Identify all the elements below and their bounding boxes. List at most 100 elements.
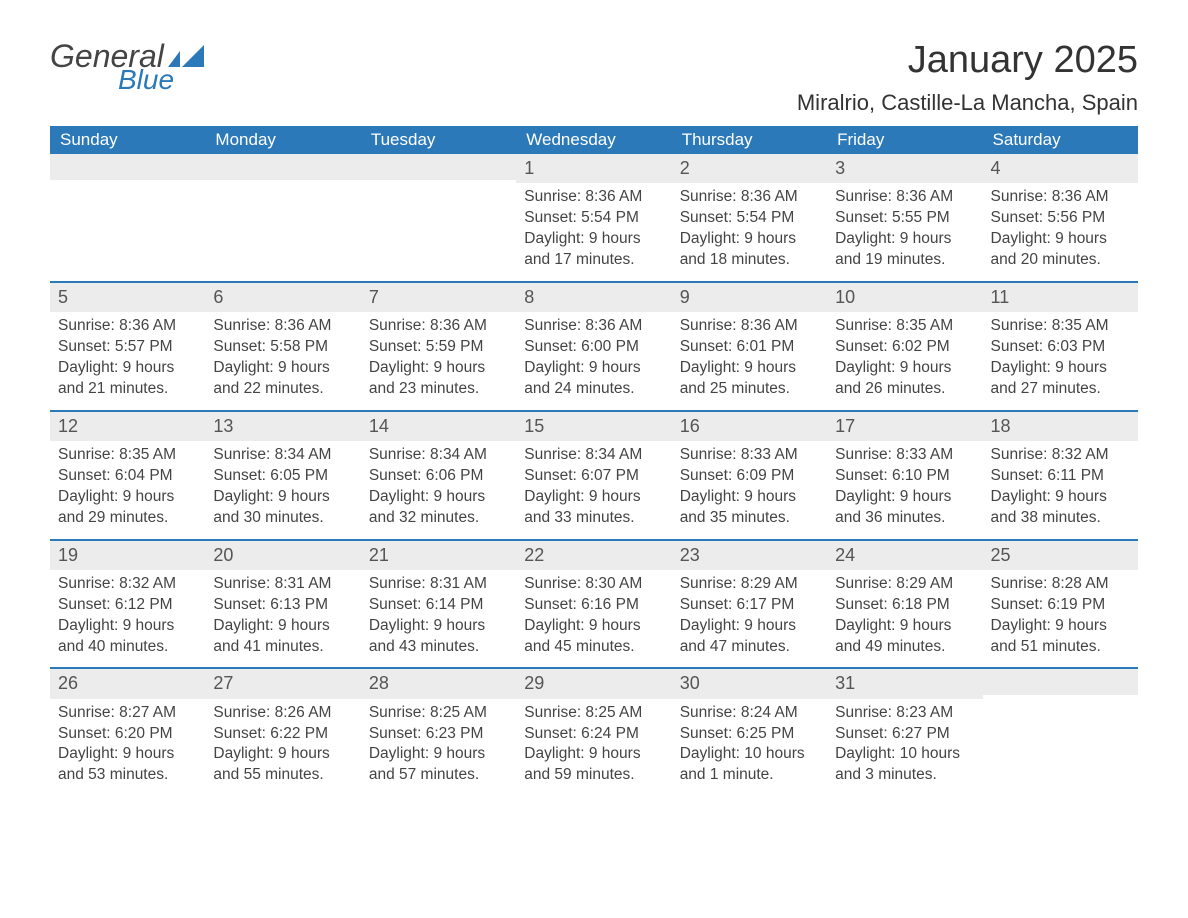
calendar-day-cell: 13Sunrise: 8:34 AMSunset: 6:05 PMDayligh…	[205, 411, 360, 540]
daylight-line-1: Daylight: 9 hours	[991, 358, 1130, 379]
daylight-line-1: Daylight: 9 hours	[369, 744, 508, 765]
calendar-week-row: 26Sunrise: 8:27 AMSunset: 6:20 PMDayligh…	[50, 668, 1138, 796]
calendar-day-cell: 31Sunrise: 8:23 AMSunset: 6:27 PMDayligh…	[827, 668, 982, 796]
sunrise-line: Sunrise: 8:36 AM	[680, 316, 819, 337]
day-number: 1	[516, 154, 671, 183]
daylight-line-1: Daylight: 9 hours	[680, 487, 819, 508]
sunrise-line: Sunrise: 8:31 AM	[369, 574, 508, 595]
daylight-line-1: Daylight: 9 hours	[369, 358, 508, 379]
sunrise-line: Sunrise: 8:30 AM	[524, 574, 663, 595]
day-details: Sunrise: 8:25 AMSunset: 6:24 PMDaylight:…	[516, 699, 671, 797]
day-details: Sunrise: 8:24 AMSunset: 6:25 PMDaylight:…	[672, 699, 827, 797]
sunrise-line: Sunrise: 8:32 AM	[58, 574, 197, 595]
calendar-day-cell: 6Sunrise: 8:36 AMSunset: 5:58 PMDaylight…	[205, 282, 360, 411]
day-details: Sunrise: 8:35 AMSunset: 6:03 PMDaylight:…	[983, 312, 1138, 410]
month-title: January 2025	[797, 40, 1138, 82]
day-number: 8	[516, 283, 671, 312]
sunset-line: Sunset: 6:05 PM	[213, 466, 352, 487]
sunrise-line: Sunrise: 8:35 AM	[58, 445, 197, 466]
daylight-line-1: Daylight: 9 hours	[991, 229, 1130, 250]
day-details: Sunrise: 8:36 AMSunset: 5:55 PMDaylight:…	[827, 183, 982, 281]
day-details: Sunrise: 8:36 AMSunset: 5:54 PMDaylight:…	[672, 183, 827, 281]
daylight-line-2: and 3 minutes.	[835, 765, 974, 786]
daylight-line-2: and 33 minutes.	[524, 508, 663, 529]
sunset-line: Sunset: 6:06 PM	[369, 466, 508, 487]
calendar-day-cell: 24Sunrise: 8:29 AMSunset: 6:18 PMDayligh…	[827, 540, 982, 669]
calendar-day-cell: 9Sunrise: 8:36 AMSunset: 6:01 PMDaylight…	[672, 282, 827, 411]
daylight-line-2: and 53 minutes.	[58, 765, 197, 786]
daylight-line-1: Daylight: 10 hours	[680, 744, 819, 765]
calendar-week-row: 5Sunrise: 8:36 AMSunset: 5:57 PMDaylight…	[50, 282, 1138, 411]
day-details: Sunrise: 8:35 AMSunset: 6:02 PMDaylight:…	[827, 312, 982, 410]
calendar-table: Sunday Monday Tuesday Wednesday Thursday…	[50, 126, 1138, 797]
day-details: Sunrise: 8:32 AMSunset: 6:12 PMDaylight:…	[50, 570, 205, 668]
daylight-line-2: and 55 minutes.	[213, 765, 352, 786]
sunrise-line: Sunrise: 8:33 AM	[835, 445, 974, 466]
daylight-line-1: Daylight: 9 hours	[369, 616, 508, 637]
daylight-line-1: Daylight: 9 hours	[369, 487, 508, 508]
sunset-line: Sunset: 6:04 PM	[58, 466, 197, 487]
day-details: Sunrise: 8:32 AMSunset: 6:11 PMDaylight:…	[983, 441, 1138, 539]
sunset-line: Sunset: 6:02 PM	[835, 337, 974, 358]
daylight-line-2: and 27 minutes.	[991, 379, 1130, 400]
sunset-line: Sunset: 6:23 PM	[369, 724, 508, 745]
daylight-line-1: Daylight: 9 hours	[680, 358, 819, 379]
sunrise-line: Sunrise: 8:36 AM	[680, 187, 819, 208]
daylight-line-1: Daylight: 9 hours	[991, 487, 1130, 508]
calendar-day-cell: 22Sunrise: 8:30 AMSunset: 6:16 PMDayligh…	[516, 540, 671, 669]
day-number: 24	[827, 541, 982, 570]
day-details: Sunrise: 8:34 AMSunset: 6:05 PMDaylight:…	[205, 441, 360, 539]
daylight-line-2: and 45 minutes.	[524, 637, 663, 658]
daylight-line-2: and 43 minutes.	[369, 637, 508, 658]
calendar-day-cell: 28Sunrise: 8:25 AMSunset: 6:23 PMDayligh…	[361, 668, 516, 796]
daylight-line-2: and 24 minutes.	[524, 379, 663, 400]
sunset-line: Sunset: 6:22 PM	[213, 724, 352, 745]
calendar-day-cell	[205, 154, 360, 282]
day-details: Sunrise: 8:33 AMSunset: 6:09 PMDaylight:…	[672, 441, 827, 539]
sunrise-line: Sunrise: 8:29 AM	[680, 574, 819, 595]
daylight-line-2: and 18 minutes.	[680, 250, 819, 271]
weekday-header: Friday	[827, 126, 982, 154]
day-number: 27	[205, 669, 360, 698]
day-number	[983, 669, 1138, 695]
day-details: Sunrise: 8:30 AMSunset: 6:16 PMDaylight:…	[516, 570, 671, 668]
calendar-day-cell: 19Sunrise: 8:32 AMSunset: 6:12 PMDayligh…	[50, 540, 205, 669]
calendar-day-cell: 4Sunrise: 8:36 AMSunset: 5:56 PMDaylight…	[983, 154, 1138, 282]
day-details: Sunrise: 8:23 AMSunset: 6:27 PMDaylight:…	[827, 699, 982, 797]
daylight-line-1: Daylight: 9 hours	[524, 744, 663, 765]
day-details: Sunrise: 8:36 AMSunset: 5:54 PMDaylight:…	[516, 183, 671, 281]
day-details: Sunrise: 8:31 AMSunset: 6:14 PMDaylight:…	[361, 570, 516, 668]
day-number: 23	[672, 541, 827, 570]
sunset-line: Sunset: 6:25 PM	[680, 724, 819, 745]
day-number: 28	[361, 669, 516, 698]
brand-logo: General Blue	[50, 40, 204, 96]
day-details: Sunrise: 8:34 AMSunset: 6:06 PMDaylight:…	[361, 441, 516, 539]
daylight-line-1: Daylight: 9 hours	[835, 616, 974, 637]
daylight-line-1: Daylight: 9 hours	[213, 744, 352, 765]
sunrise-line: Sunrise: 8:25 AM	[524, 703, 663, 724]
daylight-line-1: Daylight: 10 hours	[835, 744, 974, 765]
day-number: 22	[516, 541, 671, 570]
daylight-line-1: Daylight: 9 hours	[213, 358, 352, 379]
day-number: 19	[50, 541, 205, 570]
calendar-week-row: 1Sunrise: 8:36 AMSunset: 5:54 PMDaylight…	[50, 154, 1138, 282]
day-details: Sunrise: 8:36 AMSunset: 6:01 PMDaylight:…	[672, 312, 827, 410]
daylight-line-2: and 19 minutes.	[835, 250, 974, 271]
calendar-week-row: 12Sunrise: 8:35 AMSunset: 6:04 PMDayligh…	[50, 411, 1138, 540]
day-number: 3	[827, 154, 982, 183]
day-details: Sunrise: 8:26 AMSunset: 6:22 PMDaylight:…	[205, 699, 360, 797]
daylight-line-1: Daylight: 9 hours	[991, 616, 1130, 637]
day-number: 4	[983, 154, 1138, 183]
calendar-day-cell: 5Sunrise: 8:36 AMSunset: 5:57 PMDaylight…	[50, 282, 205, 411]
daylight-line-2: and 49 minutes.	[835, 637, 974, 658]
calendar-day-cell: 30Sunrise: 8:24 AMSunset: 6:25 PMDayligh…	[672, 668, 827, 796]
sunrise-line: Sunrise: 8:35 AM	[835, 316, 974, 337]
daylight-line-2: and 35 minutes.	[680, 508, 819, 529]
day-number: 5	[50, 283, 205, 312]
day-details: Sunrise: 8:36 AMSunset: 5:56 PMDaylight:…	[983, 183, 1138, 281]
daylight-line-1: Daylight: 9 hours	[58, 358, 197, 379]
calendar-day-cell	[361, 154, 516, 282]
daylight-line-1: Daylight: 9 hours	[680, 229, 819, 250]
sunset-line: Sunset: 6:13 PM	[213, 595, 352, 616]
sunrise-line: Sunrise: 8:27 AM	[58, 703, 197, 724]
